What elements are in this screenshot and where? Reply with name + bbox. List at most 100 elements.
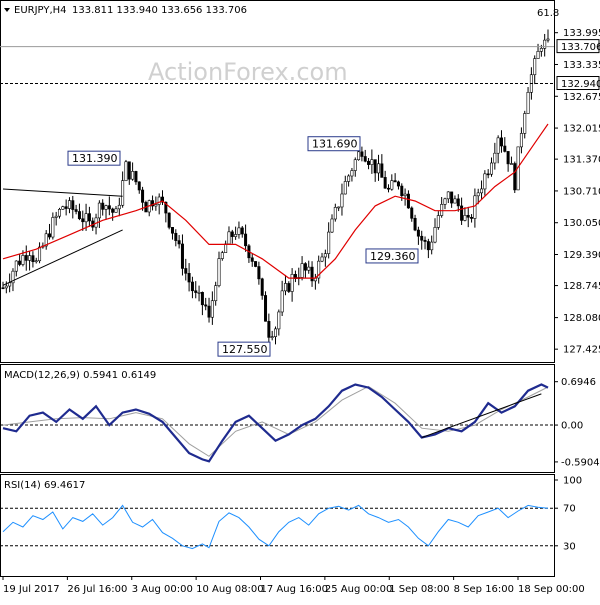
callout-box <box>217 341 271 357</box>
macd-tick-label: -0.5904 <box>561 457 600 468</box>
callout-label: 131.690 <box>312 138 358 151</box>
candle-body <box>48 233 52 238</box>
callout-label: 127.550 <box>222 343 268 356</box>
candle-body <box>370 159 374 165</box>
price-tick-label: 131.370 <box>563 155 600 166</box>
candle-body <box>490 162 494 175</box>
x-tick-label: 18 Sep 00:00 <box>518 584 585 595</box>
candle-body <box>526 92 530 114</box>
candle-body <box>210 300 214 318</box>
candle-body <box>28 255 32 261</box>
candle-body <box>546 38 550 41</box>
candle-body <box>539 48 543 52</box>
candle-body <box>44 233 48 247</box>
candle-body <box>503 145 507 152</box>
level-price-box <box>556 76 600 91</box>
candle-body <box>137 181 141 191</box>
candle-body <box>460 205 464 221</box>
candle-body <box>61 206 65 210</box>
candle-body <box>97 202 101 219</box>
candle-body <box>476 192 480 197</box>
candle-body <box>413 217 417 231</box>
candle-body <box>403 193 407 196</box>
candle-body <box>167 212 171 228</box>
price-tick-label: 130.050 <box>563 218 600 229</box>
candle-body <box>443 198 447 205</box>
candle-body <box>164 201 168 214</box>
x-tick-label: 25 Aug 00:00 <box>325 584 392 595</box>
candle-body <box>114 208 118 213</box>
candle-body <box>270 336 274 338</box>
candle-body <box>436 215 440 228</box>
x-tick-label: 19 Jul 2017 <box>3 584 60 595</box>
candle-body <box>217 258 221 286</box>
candle-body <box>127 161 131 180</box>
candle-body <box>71 200 75 210</box>
candle-body <box>390 180 394 190</box>
candle-body <box>220 252 224 259</box>
candle-body <box>396 181 400 187</box>
candle-body <box>21 255 25 265</box>
candle-body <box>4 285 8 289</box>
candle-body <box>254 261 258 267</box>
price-tick-label: 132.015 <box>563 124 600 135</box>
candle-body <box>433 227 437 243</box>
price-candles-layer <box>1 29 550 347</box>
candle-body <box>174 232 178 241</box>
candle-body <box>197 292 201 294</box>
candle-body <box>536 51 540 59</box>
candle-body <box>18 260 22 265</box>
candle-body <box>101 202 105 210</box>
current-price-box <box>556 39 600 54</box>
rsi-title: RSI(14) 69.4617 <box>4 480 85 491</box>
candle-body <box>367 160 371 165</box>
price-axis-layer: 127.425 128.080 128.745 129.390 130.050 130.7… <box>537 8 600 356</box>
candle-body <box>519 133 523 148</box>
price-tick-label: 133.995 <box>563 28 600 39</box>
candle-body <box>54 215 58 218</box>
candle-body <box>347 175 351 182</box>
candle-body <box>64 206 68 209</box>
callouts-layer: 131.390 131.690 129.360 127.550 <box>67 136 419 357</box>
candle-body <box>287 283 291 292</box>
candle-body <box>104 205 108 210</box>
x-axis-layer: 19 Jul 2017 26 Jul 16:00 3 Aug 00:00 10 Aug… <box>2 576 585 595</box>
candle-body <box>423 239 427 242</box>
candle-body <box>426 241 430 251</box>
callout-box <box>307 136 361 152</box>
candle-body <box>151 200 155 207</box>
price-tick-label: 128.080 <box>563 313 600 324</box>
collapse-triangle-icon <box>4 8 10 12</box>
moving-average-line <box>2 123 549 279</box>
candle-body <box>244 233 248 247</box>
price-lines-layer <box>0 46 554 286</box>
candle-body <box>320 256 324 262</box>
x-tick-label: 3 Aug 00:00 <box>132 584 193 595</box>
candle-body <box>74 209 78 212</box>
level-price-label: 132.940 <box>561 79 600 90</box>
candle-body <box>543 39 547 49</box>
candle-body <box>373 159 377 174</box>
trend-line <box>2 229 123 286</box>
candle-body <box>250 257 254 262</box>
candle-body <box>134 171 138 183</box>
candle-body <box>383 177 387 189</box>
candle-body <box>340 193 344 208</box>
candle-body <box>480 188 484 194</box>
candle-body <box>141 189 145 203</box>
candle-body <box>380 163 384 178</box>
candle-body <box>24 255 28 261</box>
candle-body <box>473 195 477 219</box>
candle-body <box>466 215 470 218</box>
candle-body <box>81 218 85 223</box>
callout-box <box>67 150 121 166</box>
candle-body <box>200 292 204 306</box>
candle-body <box>486 173 490 176</box>
candle-body <box>377 163 381 174</box>
macd-tick-label: 0.00 <box>561 421 583 432</box>
macd-tick-label: 0.6946 <box>561 377 596 388</box>
candle-body <box>77 211 81 220</box>
candle-body <box>157 196 161 205</box>
candle-body <box>57 209 61 217</box>
